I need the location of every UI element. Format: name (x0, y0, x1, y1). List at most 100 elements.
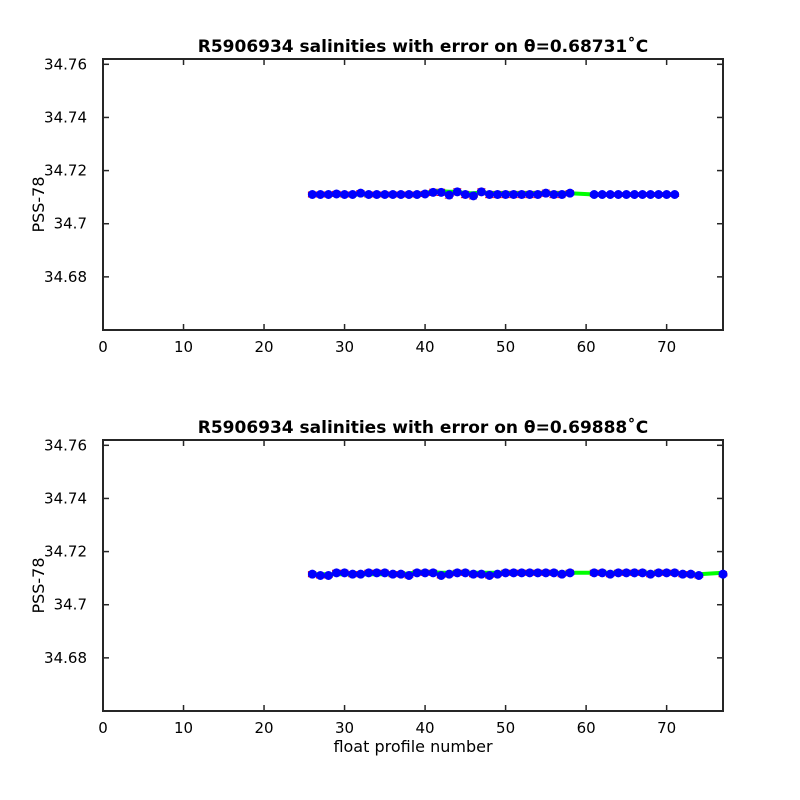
data-point (444, 569, 454, 579)
data-point (476, 187, 486, 197)
data-point (694, 571, 704, 580)
data-point (372, 190, 382, 199)
data-point (428, 187, 438, 197)
x-tick-label: 10 (174, 719, 193, 737)
data-point (605, 569, 615, 579)
data-point (396, 569, 406, 579)
data-point (332, 189, 342, 199)
tick-labels-2: 0 10 20 30 40 50 60 70 34.68 34.7 34.72 34.74 34.76 (44, 436, 676, 737)
y-tick-label: 34.7 (54, 215, 87, 233)
data-point (323, 571, 333, 580)
x-tick-label: 0 (98, 338, 108, 356)
x-tick-label: 20 (254, 338, 273, 356)
data-point (549, 190, 559, 199)
data-point (621, 568, 631, 578)
x-tick-label: 60 (577, 719, 596, 737)
data-point (613, 190, 623, 199)
data-point (565, 568, 575, 578)
data-point (646, 569, 656, 579)
x-tick-label: 50 (496, 719, 515, 737)
data-point (388, 569, 398, 579)
data-point (621, 190, 631, 199)
data-point (589, 190, 599, 199)
data-point (517, 568, 527, 578)
data-point (348, 569, 358, 579)
x-axis-label: float profile number (333, 737, 493, 756)
data-point (629, 568, 639, 578)
data-point (597, 190, 607, 199)
x-tick-label: 30 (335, 338, 354, 356)
chart-title-1: R5906934 salinities with error on θ=0.68… (198, 35, 649, 57)
data-point (348, 190, 358, 199)
x-tick-label: 40 (416, 719, 435, 737)
data-point (541, 568, 551, 578)
y-tick-label: 34.72 (44, 543, 87, 561)
data-point (372, 568, 382, 578)
x-tick-label: 60 (577, 338, 596, 356)
data-point (452, 568, 462, 578)
y-tick-label: 34.76 (44, 55, 87, 73)
data-point (315, 571, 325, 580)
data-point (420, 189, 430, 199)
y-tick-label: 34.68 (44, 649, 87, 667)
y-axis-label-1: PSS-78 (29, 176, 48, 232)
data-points-2 (307, 568, 728, 580)
data-point (452, 187, 462, 197)
data-point (315, 190, 325, 199)
data-point (565, 188, 575, 198)
data-point (444, 190, 454, 200)
data-point (670, 568, 680, 578)
y-tick-label: 34.74 (44, 108, 87, 126)
data-point (549, 568, 559, 578)
data-point (468, 569, 478, 579)
y-tick-label: 34.74 (44, 489, 87, 507)
data-point (541, 188, 551, 198)
data-point (307, 569, 317, 579)
data-point (412, 190, 422, 199)
x-tick-label: 70 (657, 338, 676, 356)
data-point (662, 190, 672, 199)
data-point (436, 187, 446, 197)
x-tick-label: 70 (657, 719, 676, 737)
data-point (493, 190, 503, 199)
data-point (613, 568, 623, 578)
data-point (460, 190, 470, 199)
data-point (637, 568, 647, 578)
data-point (517, 190, 527, 199)
data-point (718, 569, 728, 579)
y-tick-label: 34.72 (44, 162, 87, 180)
y-tick-label: 34.7 (54, 596, 87, 614)
data-point (380, 568, 390, 578)
x-tick-label: 10 (174, 338, 193, 356)
data-point (356, 569, 366, 579)
data-point (364, 568, 374, 578)
data-point (356, 188, 366, 198)
chart-panel-1: R5906934 salinities with error on θ=0.68… (29, 35, 724, 356)
y-tick-label: 34.76 (44, 436, 87, 454)
data-point (629, 190, 639, 199)
data-point (509, 190, 519, 199)
data-point (412, 568, 422, 578)
x-tick-label: 30 (335, 719, 354, 737)
data-point (323, 190, 333, 199)
x-tick-label: 40 (416, 338, 435, 356)
data-point (678, 569, 688, 579)
data-point (468, 191, 478, 201)
data-point (686, 569, 696, 579)
y-tick-label: 34.68 (44, 268, 87, 286)
data-point (662, 568, 672, 578)
chart-panel-2: R5906934 salinities with error on θ=0.69… (29, 416, 728, 737)
data-point (364, 190, 374, 199)
data-point (388, 190, 398, 199)
x-tick-label: 20 (254, 719, 273, 737)
data-point (484, 571, 494, 580)
data-point (493, 569, 503, 579)
data-point (525, 568, 535, 578)
x-tick-label: 50 (496, 338, 515, 356)
data-point (404, 190, 414, 199)
data-point (476, 569, 486, 579)
data-point (646, 190, 656, 199)
tick-labels-1: 0 10 20 30 40 50 60 70 34.68 34.7 34.72 34.74 34.76 (44, 55, 676, 356)
data-point (654, 568, 664, 578)
